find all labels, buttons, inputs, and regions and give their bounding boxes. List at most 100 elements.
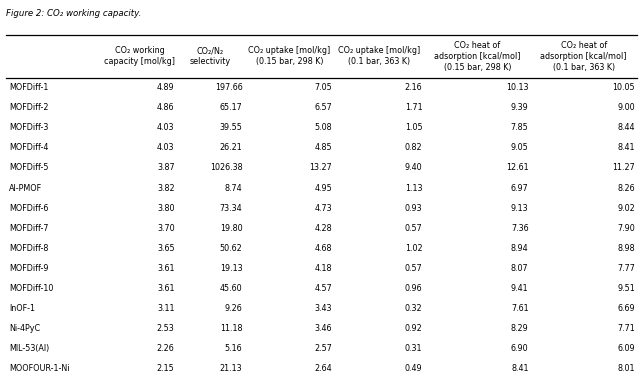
Text: 3.87: 3.87 bbox=[157, 163, 175, 172]
Text: 9.02: 9.02 bbox=[617, 203, 635, 212]
Text: 8.98: 8.98 bbox=[617, 244, 635, 253]
Text: 8.29: 8.29 bbox=[511, 324, 529, 333]
Text: MOFDiff-8: MOFDiff-8 bbox=[9, 244, 49, 253]
Text: 10.05: 10.05 bbox=[612, 83, 635, 92]
Text: 9.41: 9.41 bbox=[511, 284, 529, 293]
Text: 9.26: 9.26 bbox=[225, 304, 243, 313]
Text: CO₂ heat of
adsorption [kcal/mol]
(0.15 bar, 298 K): CO₂ heat of adsorption [kcal/mol] (0.15 … bbox=[434, 41, 520, 72]
Text: 6.69: 6.69 bbox=[617, 304, 635, 313]
Text: CO₂ uptake [mol/kg]
(0.1 bar, 363 K): CO₂ uptake [mol/kg] (0.1 bar, 363 K) bbox=[338, 46, 420, 67]
Text: 21.13: 21.13 bbox=[220, 364, 243, 372]
Text: 45.60: 45.60 bbox=[220, 284, 243, 293]
Text: 8.41: 8.41 bbox=[618, 143, 635, 152]
Text: 2.26: 2.26 bbox=[157, 344, 175, 353]
Text: 9.51: 9.51 bbox=[617, 284, 635, 293]
Text: 7.90: 7.90 bbox=[617, 224, 635, 232]
Text: 1.71: 1.71 bbox=[404, 103, 422, 112]
Text: 7.71: 7.71 bbox=[617, 324, 635, 333]
Text: 8.74: 8.74 bbox=[225, 183, 243, 192]
Text: 0.49: 0.49 bbox=[404, 364, 422, 372]
Text: MIL-53(Al): MIL-53(Al) bbox=[9, 344, 49, 353]
Text: CO₂ uptake [mol/kg]
(0.15 bar, 298 K): CO₂ uptake [mol/kg] (0.15 bar, 298 K) bbox=[248, 46, 330, 67]
Text: MOFDiff-3: MOFDiff-3 bbox=[9, 123, 49, 132]
Text: 7.36: 7.36 bbox=[511, 224, 529, 232]
Text: 4.86: 4.86 bbox=[157, 103, 175, 112]
Text: 39.55: 39.55 bbox=[220, 123, 243, 132]
Text: 9.00: 9.00 bbox=[617, 103, 635, 112]
Text: 4.03: 4.03 bbox=[157, 123, 175, 132]
Text: 0.31: 0.31 bbox=[404, 344, 422, 353]
Text: InOF-1: InOF-1 bbox=[9, 304, 35, 313]
Text: 2.16: 2.16 bbox=[404, 83, 422, 92]
Text: 5.16: 5.16 bbox=[225, 344, 243, 353]
Text: 1.13: 1.13 bbox=[404, 183, 422, 192]
Text: 7.61: 7.61 bbox=[511, 304, 529, 313]
Text: 6.97: 6.97 bbox=[511, 183, 529, 192]
Text: MOFDiff-9: MOFDiff-9 bbox=[9, 264, 49, 273]
Text: 8.94: 8.94 bbox=[511, 244, 529, 253]
Text: 0.57: 0.57 bbox=[404, 224, 422, 232]
Text: 9.13: 9.13 bbox=[511, 203, 529, 212]
Text: 3.61: 3.61 bbox=[157, 264, 175, 273]
Text: MOFDiff-1: MOFDiff-1 bbox=[9, 83, 49, 92]
Text: 65.17: 65.17 bbox=[220, 103, 243, 112]
Text: 7.85: 7.85 bbox=[511, 123, 529, 132]
Text: 0.92: 0.92 bbox=[404, 324, 422, 333]
Text: MOFDiff-5: MOFDiff-5 bbox=[9, 163, 49, 172]
Text: 0.32: 0.32 bbox=[404, 304, 422, 313]
Text: CO₂/N₂
selectivity: CO₂/N₂ selectivity bbox=[190, 46, 231, 67]
Text: 2.15: 2.15 bbox=[157, 364, 175, 372]
Text: 0.82: 0.82 bbox=[404, 143, 422, 152]
Text: 3.46: 3.46 bbox=[315, 324, 332, 333]
Text: 5.08: 5.08 bbox=[315, 123, 332, 132]
Text: MOFDiff-2: MOFDiff-2 bbox=[9, 103, 49, 112]
Text: 4.73: 4.73 bbox=[315, 203, 332, 212]
Text: 19.13: 19.13 bbox=[220, 264, 243, 273]
Text: Ni-4PyC: Ni-4PyC bbox=[9, 324, 40, 333]
Text: 2.53: 2.53 bbox=[157, 324, 175, 333]
Text: 3.80: 3.80 bbox=[157, 203, 175, 212]
Text: 3.11: 3.11 bbox=[157, 304, 175, 313]
Text: 12.61: 12.61 bbox=[506, 163, 529, 172]
Text: 4.18: 4.18 bbox=[315, 264, 332, 273]
Text: Al-PMOF: Al-PMOF bbox=[9, 183, 42, 192]
Text: MOFDiff-10: MOFDiff-10 bbox=[9, 284, 53, 293]
Text: 4.28: 4.28 bbox=[315, 224, 332, 232]
Text: 4.85: 4.85 bbox=[315, 143, 332, 152]
Text: 8.26: 8.26 bbox=[617, 183, 635, 192]
Text: 7.77: 7.77 bbox=[617, 264, 635, 273]
Text: 4.95: 4.95 bbox=[315, 183, 332, 192]
Text: 4.68: 4.68 bbox=[315, 244, 332, 253]
Text: MOOFOUR-1-Ni: MOOFOUR-1-Ni bbox=[9, 364, 70, 372]
Text: 7.05: 7.05 bbox=[315, 83, 332, 92]
Text: 2.57: 2.57 bbox=[314, 344, 332, 353]
Text: 1.05: 1.05 bbox=[404, 123, 422, 132]
Text: 6.57: 6.57 bbox=[315, 103, 332, 112]
Text: 4.57: 4.57 bbox=[315, 284, 332, 293]
Text: 4.03: 4.03 bbox=[157, 143, 175, 152]
Text: CO₂ working
capacity [mol/kg]: CO₂ working capacity [mol/kg] bbox=[104, 46, 175, 67]
Text: 9.39: 9.39 bbox=[511, 103, 529, 112]
Text: 3.43: 3.43 bbox=[315, 304, 332, 313]
Text: 8.01: 8.01 bbox=[618, 364, 635, 372]
Text: 6.09: 6.09 bbox=[617, 344, 635, 353]
Text: 13.27: 13.27 bbox=[310, 163, 332, 172]
Text: 9.05: 9.05 bbox=[511, 143, 529, 152]
Text: 11.18: 11.18 bbox=[220, 324, 243, 333]
Text: 50.62: 50.62 bbox=[220, 244, 243, 253]
Text: 3.82: 3.82 bbox=[157, 183, 175, 192]
Text: 73.34: 73.34 bbox=[220, 203, 243, 212]
Text: 8.44: 8.44 bbox=[618, 123, 635, 132]
Text: 3.70: 3.70 bbox=[157, 224, 175, 232]
Text: MOFDiff-6: MOFDiff-6 bbox=[9, 203, 49, 212]
Text: 1026.38: 1026.38 bbox=[210, 163, 243, 172]
Text: 1.02: 1.02 bbox=[404, 244, 422, 253]
Text: 26.21: 26.21 bbox=[220, 143, 243, 152]
Text: 10.13: 10.13 bbox=[506, 83, 529, 92]
Text: 0.96: 0.96 bbox=[404, 284, 422, 293]
Text: 2.64: 2.64 bbox=[315, 364, 332, 372]
Text: 6.90: 6.90 bbox=[511, 344, 529, 353]
Text: 0.93: 0.93 bbox=[404, 203, 422, 212]
Text: 3.61: 3.61 bbox=[157, 284, 175, 293]
Text: 8.41: 8.41 bbox=[511, 364, 529, 372]
